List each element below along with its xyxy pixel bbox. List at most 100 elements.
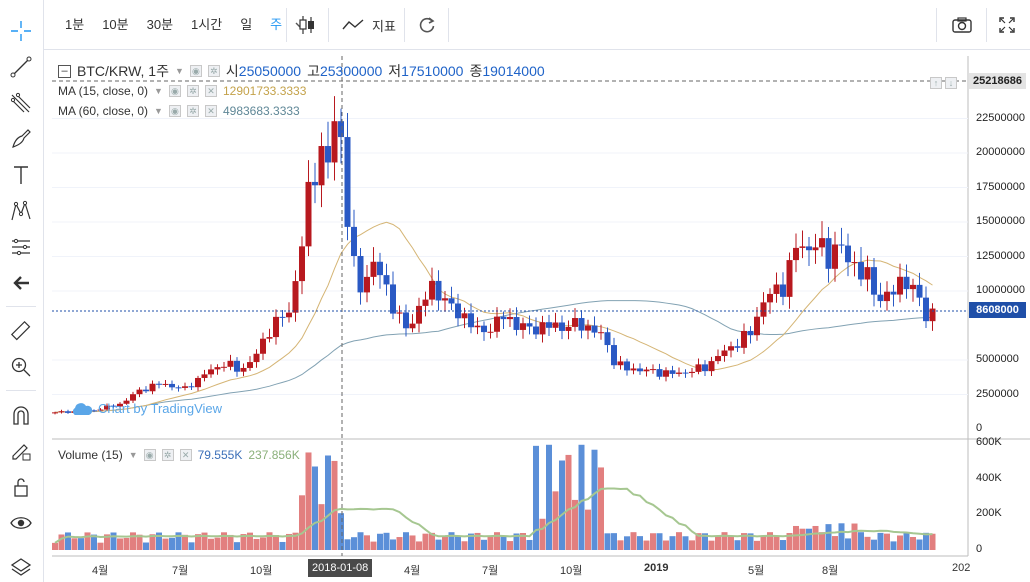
volume-bar [305,452,312,550]
crosshair-icon[interactable] [6,16,36,46]
price-axis-label: 22500000 [976,111,1025,124]
ma60-legend[interactable]: MA (60, close, 0) ▼ ◉ ✲ ✕ 4983683.3333 [58,104,300,118]
trend-line-icon[interactable] [6,52,36,82]
close-icon[interactable]: ✕ [204,105,217,117]
volume-bar [604,533,611,550]
volume-bar [234,542,240,550]
lock-pencil-icon[interactable] [6,436,36,466]
dropdown-icon[interactable]: ▼ [174,66,184,76]
candle-body [143,389,149,392]
candle-body [910,284,916,290]
pattern-icon[interactable] [6,196,36,226]
move-up-icon[interactable]: ↑ [930,77,942,89]
volume-bar [825,524,832,550]
time-axis-label: 4월 [92,565,109,577]
interval-10m[interactable]: 10분 [102,17,129,32]
volume-bar [429,532,435,550]
magnet-icon[interactable] [6,400,36,430]
interval-day[interactable]: 일 [240,17,253,32]
settings-icon[interactable]: ✲ [161,449,174,461]
interval-1m[interactable]: 1분 [65,17,85,32]
ma15-value: 12901733.3333 [222,84,307,98]
volume-axis-label: 400K [976,471,1002,484]
candle-body [292,281,299,313]
prediction-icon[interactable] [6,232,36,262]
ma15-legend[interactable]: MA (15, close, 0) ▼ ◉ ✲ ✕ 12901733.3333 [58,84,306,98]
volume-bar [669,536,676,550]
volume-bar [422,533,429,550]
candle-body [52,412,58,414]
candles-icon[interactable] [290,8,324,42]
ruler-icon[interactable] [6,316,36,346]
candle-body [409,323,416,329]
volume-legend[interactable]: Volume (15) ▼ ◉ ✲ ✕ 79.555K 237.856K [58,448,300,462]
candle-body [357,255,364,293]
volume-bar [208,538,214,550]
volume-axis-label: 0 [976,543,983,555]
visibility-icon[interactable]: ◉ [168,85,181,97]
volume-bar [806,528,812,550]
indicators-button[interactable]: 지표 [334,8,404,42]
candle-body [897,276,903,295]
dropdown-icon[interactable]: ▼ [154,86,163,96]
brush-icon[interactable] [6,124,36,154]
settings-icon[interactable]: ✲ [186,105,199,117]
pitchfork-icon[interactable] [6,88,36,118]
interval-week[interactable]: 주 [270,17,283,32]
volume-bar [188,542,195,550]
indicators-text: 지표 [372,18,396,34]
layers-icon[interactable] [6,552,36,582]
camera-icon[interactable] [942,8,982,42]
settings-icon[interactable]: ✲ [186,85,199,97]
volume-ma-polyline [54,487,933,544]
volume-bar [214,537,221,550]
volume-bar [351,537,357,550]
candle-body [565,326,572,331]
volume-bar [461,541,468,550]
arrow-left-icon[interactable] [6,268,36,298]
candle-body [286,312,292,318]
volume-bar [65,532,71,550]
volume-bar [149,534,156,550]
collapse-icon[interactable]: – [58,64,71,78]
lock-icon[interactable] [6,472,36,502]
volume-ma-value: 237.856K [248,448,300,462]
candle-body [890,291,897,295]
visibility-icon[interactable]: ◉ [189,65,202,77]
fullscreen-icon[interactable] [990,8,1024,42]
toolbar-divider [936,8,937,42]
tradingview-watermark[interactable]: Chart by TradingView [70,401,222,416]
candle-body [793,247,799,261]
visibility-icon[interactable]: ◉ [168,105,181,117]
reload-icon[interactable] [410,8,444,42]
volume-bar [357,532,364,550]
volume-bar [637,536,643,550]
candle-body [487,331,494,333]
close-icon[interactable]: ✕ [204,85,217,97]
dropdown-icon[interactable]: ▼ [128,450,138,460]
candle-body [552,322,559,328]
candle-body [559,322,565,331]
visibility-icon[interactable]: ◉ [143,449,156,461]
volume-bar [143,542,149,550]
candle-body [799,246,806,248]
settings-icon[interactable]: ✲ [207,65,220,77]
close-icon[interactable]: ✕ [179,449,192,461]
dropdown-icon[interactable]: ▼ [154,106,163,116]
interval-30m[interactable]: 30분 [146,17,174,32]
high-value: 25300000 [319,63,383,79]
eye-icon[interactable] [6,508,36,538]
volume-bar [728,536,734,550]
volume-bar [500,535,507,550]
candle-body [429,280,435,300]
volume-label: Volume (15) [58,448,123,462]
interval-1h[interactable]: 1시간 [191,17,223,32]
volume-bar [786,533,793,550]
zoom-in-icon[interactable] [6,352,36,382]
text-tool-icon[interactable] [6,160,36,190]
candle-body [247,362,253,368]
volume-bar [175,532,182,550]
move-down-icon[interactable]: ↓ [945,77,957,89]
candle-body [643,369,650,372]
